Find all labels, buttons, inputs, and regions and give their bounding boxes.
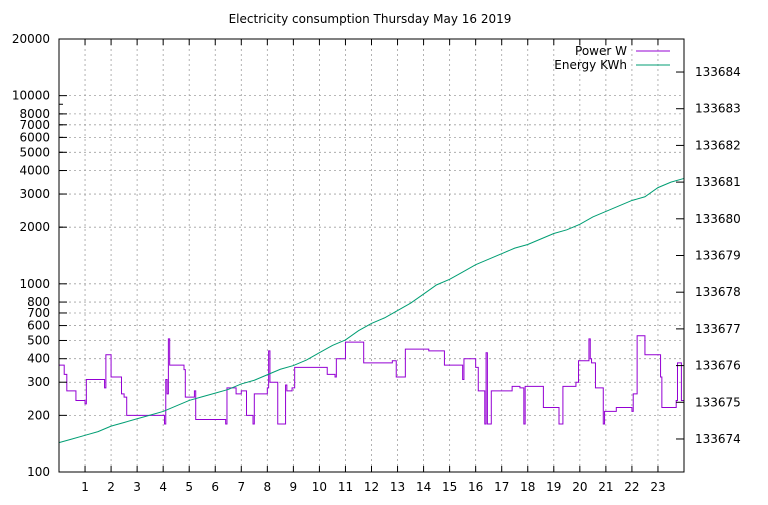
x-tick-label: 16 xyxy=(468,480,483,494)
legend-label: Energy KWh xyxy=(554,58,627,72)
x-tick-label: 19 xyxy=(546,480,561,494)
axes: 1 2 3 4 5 6 7 8 9 10 11 12 13 14 15 16 17 18 19 20 21 22 23100… xyxy=(12,32,741,494)
y2-tick-label: 133680 xyxy=(695,212,741,226)
y2-tick-label: 133682 xyxy=(695,138,741,152)
y-tick-label: 2000 xyxy=(19,220,50,234)
y-tick-label: 700 xyxy=(27,306,50,320)
y-tick-label: 5000 xyxy=(19,145,50,159)
x-tick-label: 8 xyxy=(264,480,272,494)
y-tick-label: 7000 xyxy=(19,118,50,132)
x-tick-label: 5 xyxy=(185,480,193,494)
y-tick-label: 200 xyxy=(27,408,50,422)
y-tick-label: 600 xyxy=(27,319,50,333)
y-tick-label: 20000 xyxy=(12,32,50,46)
x-tick-label: 13 xyxy=(390,480,405,494)
x-tick-label: 15 xyxy=(442,480,457,494)
y2-tick-label: 133684 xyxy=(695,65,741,79)
x-tick-label: 21 xyxy=(598,480,613,494)
x-tick-label: 14 xyxy=(416,480,431,494)
x-tick-label: 2 xyxy=(107,480,115,494)
x-tick-label: 12 xyxy=(364,480,379,494)
legend-label: Power W xyxy=(575,44,627,58)
y-tick-label: 6000 xyxy=(19,130,50,144)
x-tick-label: 7 xyxy=(237,480,245,494)
y2-tick-label: 133675 xyxy=(695,395,741,409)
y-tick-label: 400 xyxy=(27,352,50,366)
y-tick-label: 300 xyxy=(27,375,50,389)
x-tick-label: 4 xyxy=(159,480,167,494)
plot-area xyxy=(58,177,685,444)
x-tick-label: 20 xyxy=(572,480,587,494)
y-tick-label: 8000 xyxy=(19,107,50,121)
y-tick-label: 10000 xyxy=(12,89,50,103)
y2-tick-label: 133677 xyxy=(695,322,741,336)
x-tick-label: 10 xyxy=(312,480,327,494)
y2-tick-label: 133683 xyxy=(695,102,741,116)
y2-tick-label: 133676 xyxy=(695,359,741,373)
series-line-power-w xyxy=(59,335,684,425)
y-tick-label: 100 xyxy=(27,465,50,479)
series-line-energy-kwh xyxy=(58,177,685,444)
y-tick-label: 1000 xyxy=(19,277,50,291)
chart-title: Electricity consumption Thursday May 16 … xyxy=(229,12,512,26)
y-tick-label: 4000 xyxy=(19,164,50,178)
x-tick-label: 6 xyxy=(211,480,219,494)
y-tick-label: 3000 xyxy=(19,187,50,201)
grid xyxy=(59,39,684,472)
x-tick-label: 22 xyxy=(624,480,639,494)
x-tick-label: 1 xyxy=(81,480,89,494)
y2-tick-label: 133674 xyxy=(695,432,741,446)
x-tick-label: 17 xyxy=(494,480,509,494)
y-tick-label: 800 xyxy=(27,295,50,309)
x-tick-label: 23 xyxy=(650,480,665,494)
x-tick-label: 3 xyxy=(133,480,141,494)
y2-tick-label: 133678 xyxy=(695,285,741,299)
x-tick-label: 18 xyxy=(520,480,535,494)
x-tick-label: 9 xyxy=(290,480,298,494)
y2-tick-label: 133679 xyxy=(695,249,741,263)
x-tick-label: 11 xyxy=(338,480,353,494)
y-tick-label: 500 xyxy=(27,333,50,347)
y2-tick-label: 133681 xyxy=(695,175,741,189)
